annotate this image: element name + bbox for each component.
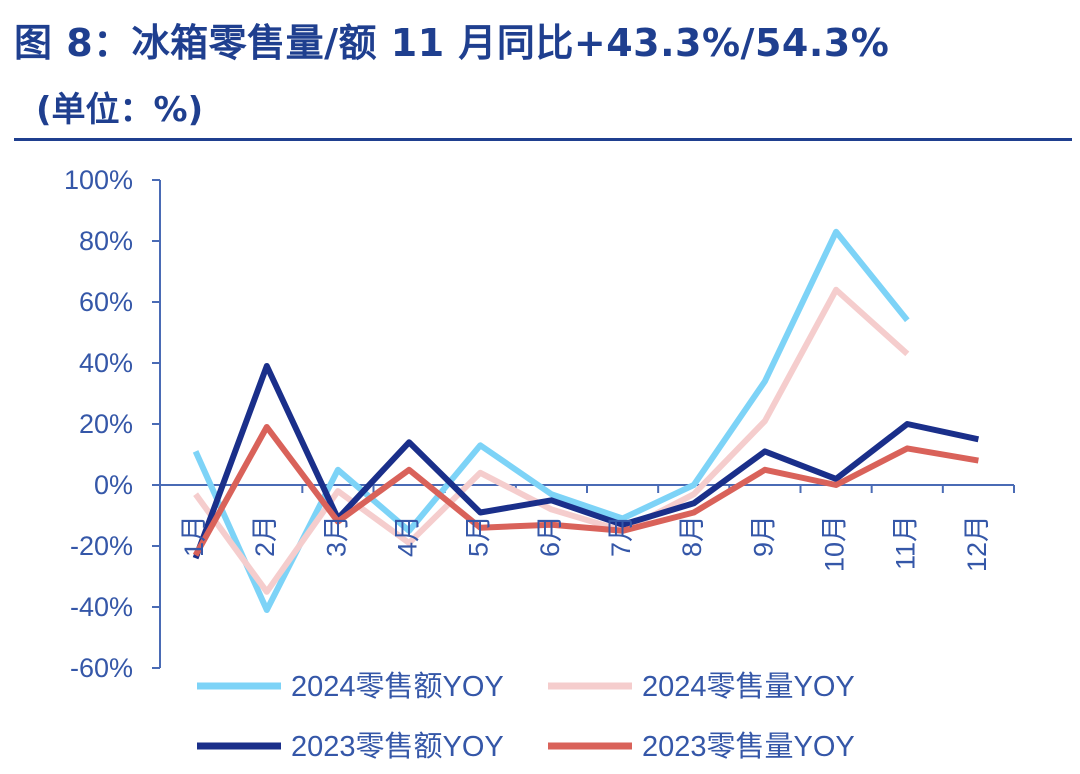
y-tick-label: 80% xyxy=(79,226,133,256)
y-tick-label: 60% xyxy=(79,287,133,317)
x-tick-label: 8月 xyxy=(677,515,707,557)
title-divider xyxy=(14,138,1072,141)
y-tick-label: 100% xyxy=(64,165,133,195)
series-line-0 xyxy=(192,228,910,613)
chart-series xyxy=(192,228,980,613)
chart-axes: 100% 80% 60% 40% 20% 0% -20% -40% -60% xyxy=(64,165,1015,683)
chart-title: 图 8：冰箱零售量/额 11 月同比+43.3%/54.3% xyxy=(14,21,890,65)
legend-label-2: 2023零售额YOY xyxy=(291,730,504,763)
series-line-3 xyxy=(192,424,979,557)
x-tick-label: 5月 xyxy=(464,515,494,557)
x-tick-label: 10月 xyxy=(820,515,850,572)
chart-legend: 2024零售额YOY 2024零售量YOY 2023零售额YOY 2023零售量YOY xyxy=(197,670,855,763)
x-tick-label: 12月 xyxy=(962,515,992,572)
y-tick-label: -60% xyxy=(70,653,133,683)
x-tick-label: 7月 xyxy=(606,515,636,557)
series-line-2 xyxy=(192,363,980,560)
y-tick-label: -40% xyxy=(70,592,133,622)
x-tick-label: 1月 xyxy=(179,515,209,557)
x-tick-labels: 1月 2月 3月 4月 5月 6月 7月 8月 9月 10月 11月 12月 xyxy=(179,515,992,572)
legend-label-0: 2024零售额YOY xyxy=(291,670,504,703)
y-tick-label: -20% xyxy=(70,531,133,561)
x-tick-label: 2月 xyxy=(250,515,280,557)
x-tick-label: 3月 xyxy=(321,515,351,557)
x-tick-label: 11月 xyxy=(891,515,921,570)
x-tick-label: 6月 xyxy=(535,515,565,557)
series-line-1 xyxy=(193,286,910,595)
legend-label-1: 2024零售量YOY xyxy=(642,670,855,703)
y-tick-label: 40% xyxy=(79,348,133,378)
y-tick-label: 0% xyxy=(94,470,133,500)
x-tick-label: 4月 xyxy=(393,515,423,557)
chart-subtitle: (单位：%) xyxy=(36,90,204,130)
x-tick-label: 9月 xyxy=(748,515,778,557)
y-tick-label: 20% xyxy=(79,409,133,439)
legend-label-3: 2023零售量YOY xyxy=(642,730,855,763)
